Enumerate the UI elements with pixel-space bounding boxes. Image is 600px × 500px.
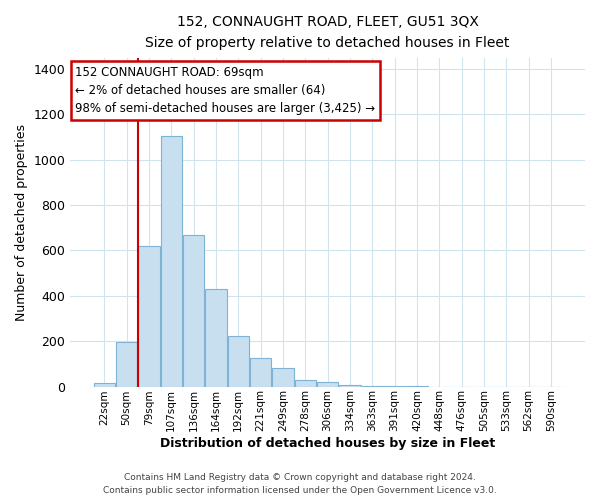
Title: 152, CONNAUGHT ROAD, FLEET, GU51 3QX
Size of property relative to detached house: 152, CONNAUGHT ROAD, FLEET, GU51 3QX Siz… — [145, 15, 510, 50]
Bar — [317, 382, 338, 386]
Bar — [94, 383, 115, 386]
Bar — [272, 368, 293, 386]
Bar — [295, 380, 316, 386]
Bar — [116, 342, 137, 386]
Text: 152 CONNAUGHT ROAD: 69sqm
← 2% of detached houses are smaller (64)
98% of semi-d: 152 CONNAUGHT ROAD: 69sqm ← 2% of detach… — [76, 66, 376, 115]
Text: Contains HM Land Registry data © Crown copyright and database right 2024.
Contai: Contains HM Land Registry data © Crown c… — [103, 474, 497, 495]
Bar — [183, 234, 204, 386]
Y-axis label: Number of detached properties: Number of detached properties — [15, 124, 28, 320]
Bar — [205, 289, 227, 386]
Bar — [250, 358, 271, 386]
X-axis label: Distribution of detached houses by size in Fleet: Distribution of detached houses by size … — [160, 437, 495, 450]
Bar — [161, 136, 182, 386]
Bar — [227, 336, 249, 386]
Bar — [139, 246, 160, 386]
